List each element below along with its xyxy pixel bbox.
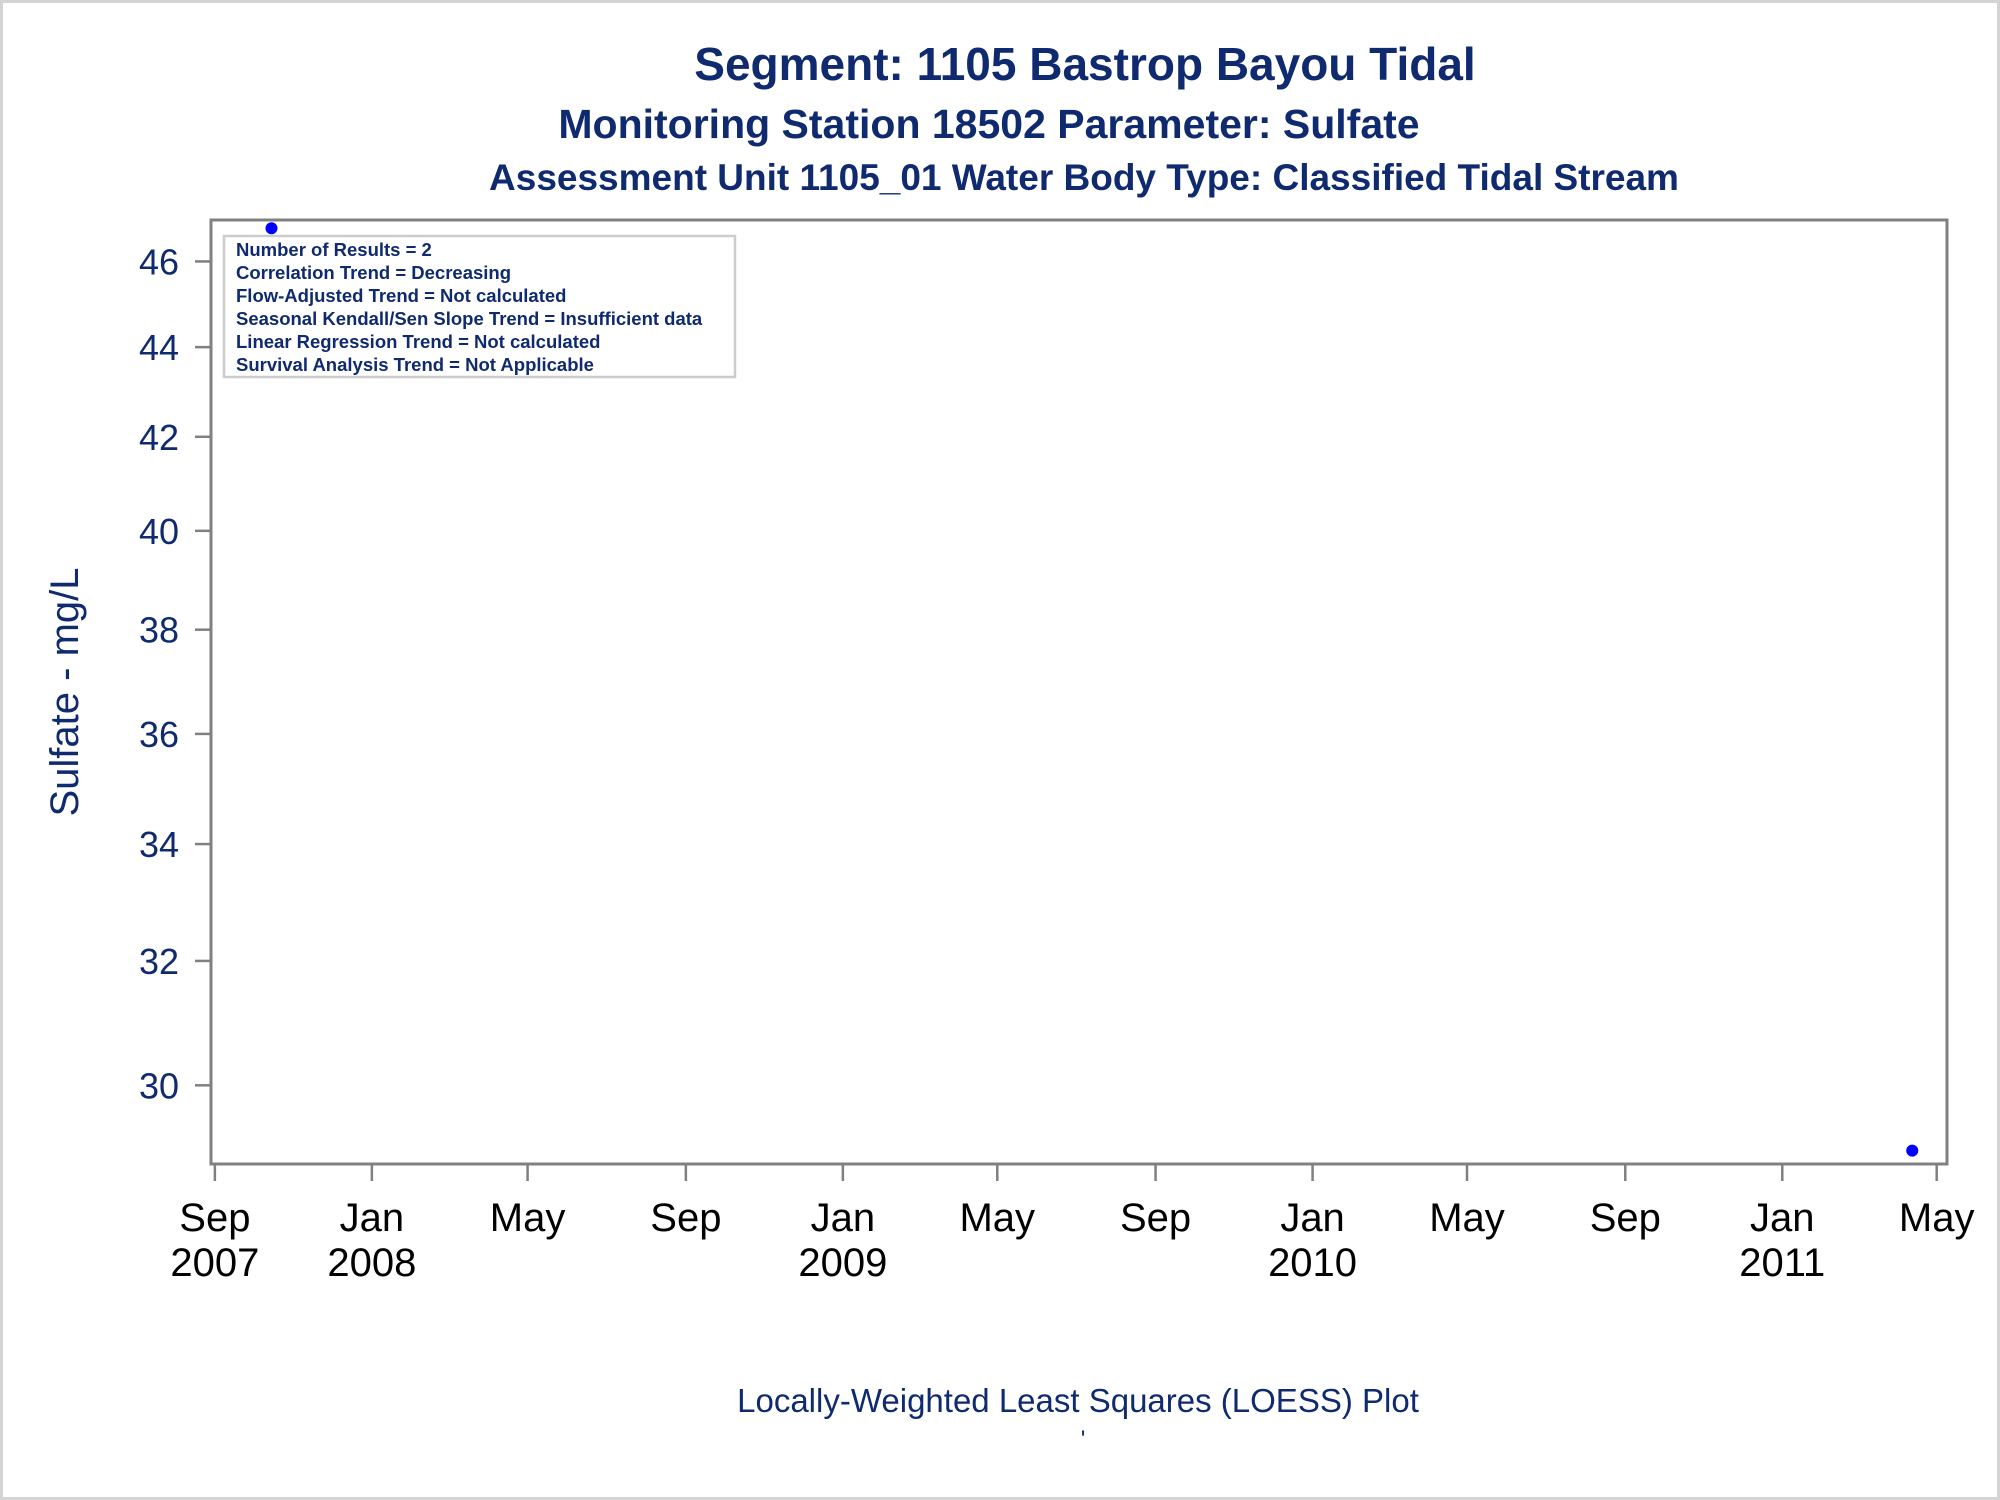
y-tick-label: 46 — [139, 241, 179, 282]
x-axis-label: Locally-Weighted Least Squares (LOESS) P… — [737, 1382, 1419, 1419]
y-tick-label: 44 — [139, 327, 179, 368]
x-tick-year-label: 2009 — [798, 1241, 887, 1285]
x-tick-label: Sep — [1590, 1196, 1661, 1240]
x-tick-label: May — [490, 1196, 566, 1240]
data-point — [265, 222, 278, 235]
x-tick-label: Jan — [1750, 1196, 1815, 1240]
y-tick-label: 40 — [139, 511, 179, 552]
info-line-linear-regression: Linear Regression Trend = Not calculated — [236, 331, 600, 352]
y-tick-label: 42 — [139, 417, 179, 458]
x-tick-label: Sep — [1120, 1196, 1191, 1240]
y-axis-label: Sulfate - mg/L — [43, 567, 87, 816]
y-axis: 30 32 34 36 38 40 42 44 46 — [139, 241, 211, 1106]
data-point — [1906, 1144, 1919, 1157]
info-box-border — [222, 234, 737, 379]
x-tick-label: Sep — [179, 1196, 250, 1240]
x-tick-label: May — [1429, 1196, 1505, 1240]
x-tick-year-label: 2011 — [1739, 1241, 1825, 1285]
x-tick-label: Jan — [1280, 1196, 1345, 1240]
chart-title: Segment: 1105 Bastrop Bayou Tidal — [694, 38, 1475, 90]
info-line-seasonal-kendall: Seasonal Kendall/Sen Slope Trend = Insuf… — [236, 308, 703, 329]
info-box: Number of Results = 2 Correlation Trend … — [222, 234, 737, 379]
info-line-correlation: Correlation Trend = Decreasing — [236, 262, 511, 283]
data-points — [265, 222, 1919, 1157]
y-tick-label: 32 — [139, 941, 179, 982]
x-tick-label: Sep — [650, 1196, 721, 1240]
info-line-survival: Survival Analysis Trend = Not Applicable — [236, 354, 594, 375]
x-tick-label: May — [1899, 1196, 1975, 1240]
x-tick-year-label: 2007 — [170, 1241, 259, 1285]
x-tick-label: May — [959, 1196, 1035, 1240]
chart-subtitle-2: Assessment Unit 1105_01 Water Body Type:… — [489, 157, 1679, 198]
y-tick-label: 34 — [139, 824, 179, 865]
info-line-flow-adjusted: Flow-Adjusted Trend = Not calculated — [236, 285, 566, 306]
footnote-mark: ' — [1081, 1426, 1086, 1453]
y-tick-label: 36 — [139, 714, 179, 755]
y-tick-label: 30 — [139, 1065, 179, 1106]
chart-subtitle: Monitoring Station 18502 Parameter: Sulf… — [558, 101, 1419, 147]
x-tick-label: Jan — [340, 1196, 405, 1240]
x-tick-label: Jan — [811, 1196, 876, 1240]
y-tick-label: 38 — [139, 610, 179, 651]
info-line-results: Number of Results = 2 — [236, 239, 432, 260]
x-tick-year-label: 2008 — [327, 1241, 416, 1285]
x-tick-year-label: 2010 — [1268, 1241, 1357, 1285]
